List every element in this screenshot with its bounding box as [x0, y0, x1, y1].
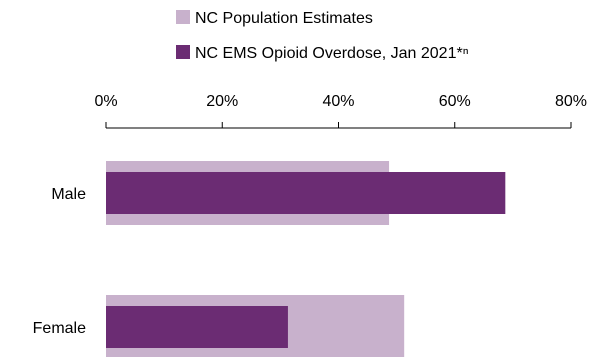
category-label-male: Male — [51, 186, 86, 203]
legend-label-nc-population: NC Population Estimates — [195, 10, 373, 27]
x-tick-label: 40% — [322, 93, 354, 110]
bars — [106, 161, 506, 357]
x-tick-label: 0% — [94, 93, 117, 110]
x-tick-label: 60% — [439, 93, 471, 110]
bar-overdose-female — [106, 306, 288, 348]
category-labels: Male Female — [33, 186, 86, 337]
x-tick-label: 20% — [206, 93, 238, 110]
category-label-female: Female — [33, 320, 86, 337]
x-tick-label: 80% — [555, 93, 587, 110]
legend-swatch-nc-population — [176, 10, 190, 24]
legend: NC Population Estimates NC EMS Opioid Ov… — [176, 10, 469, 62]
x-axis: 0% 20% 40% 60% 80% — [94, 93, 587, 129]
legend-swatch-ems-overdose — [176, 45, 190, 59]
bar-overdose-male — [106, 172, 506, 214]
legend-label-ems-overdose: NC EMS Opioid Overdose, Jan 2021*ⁿ — [195, 45, 469, 62]
